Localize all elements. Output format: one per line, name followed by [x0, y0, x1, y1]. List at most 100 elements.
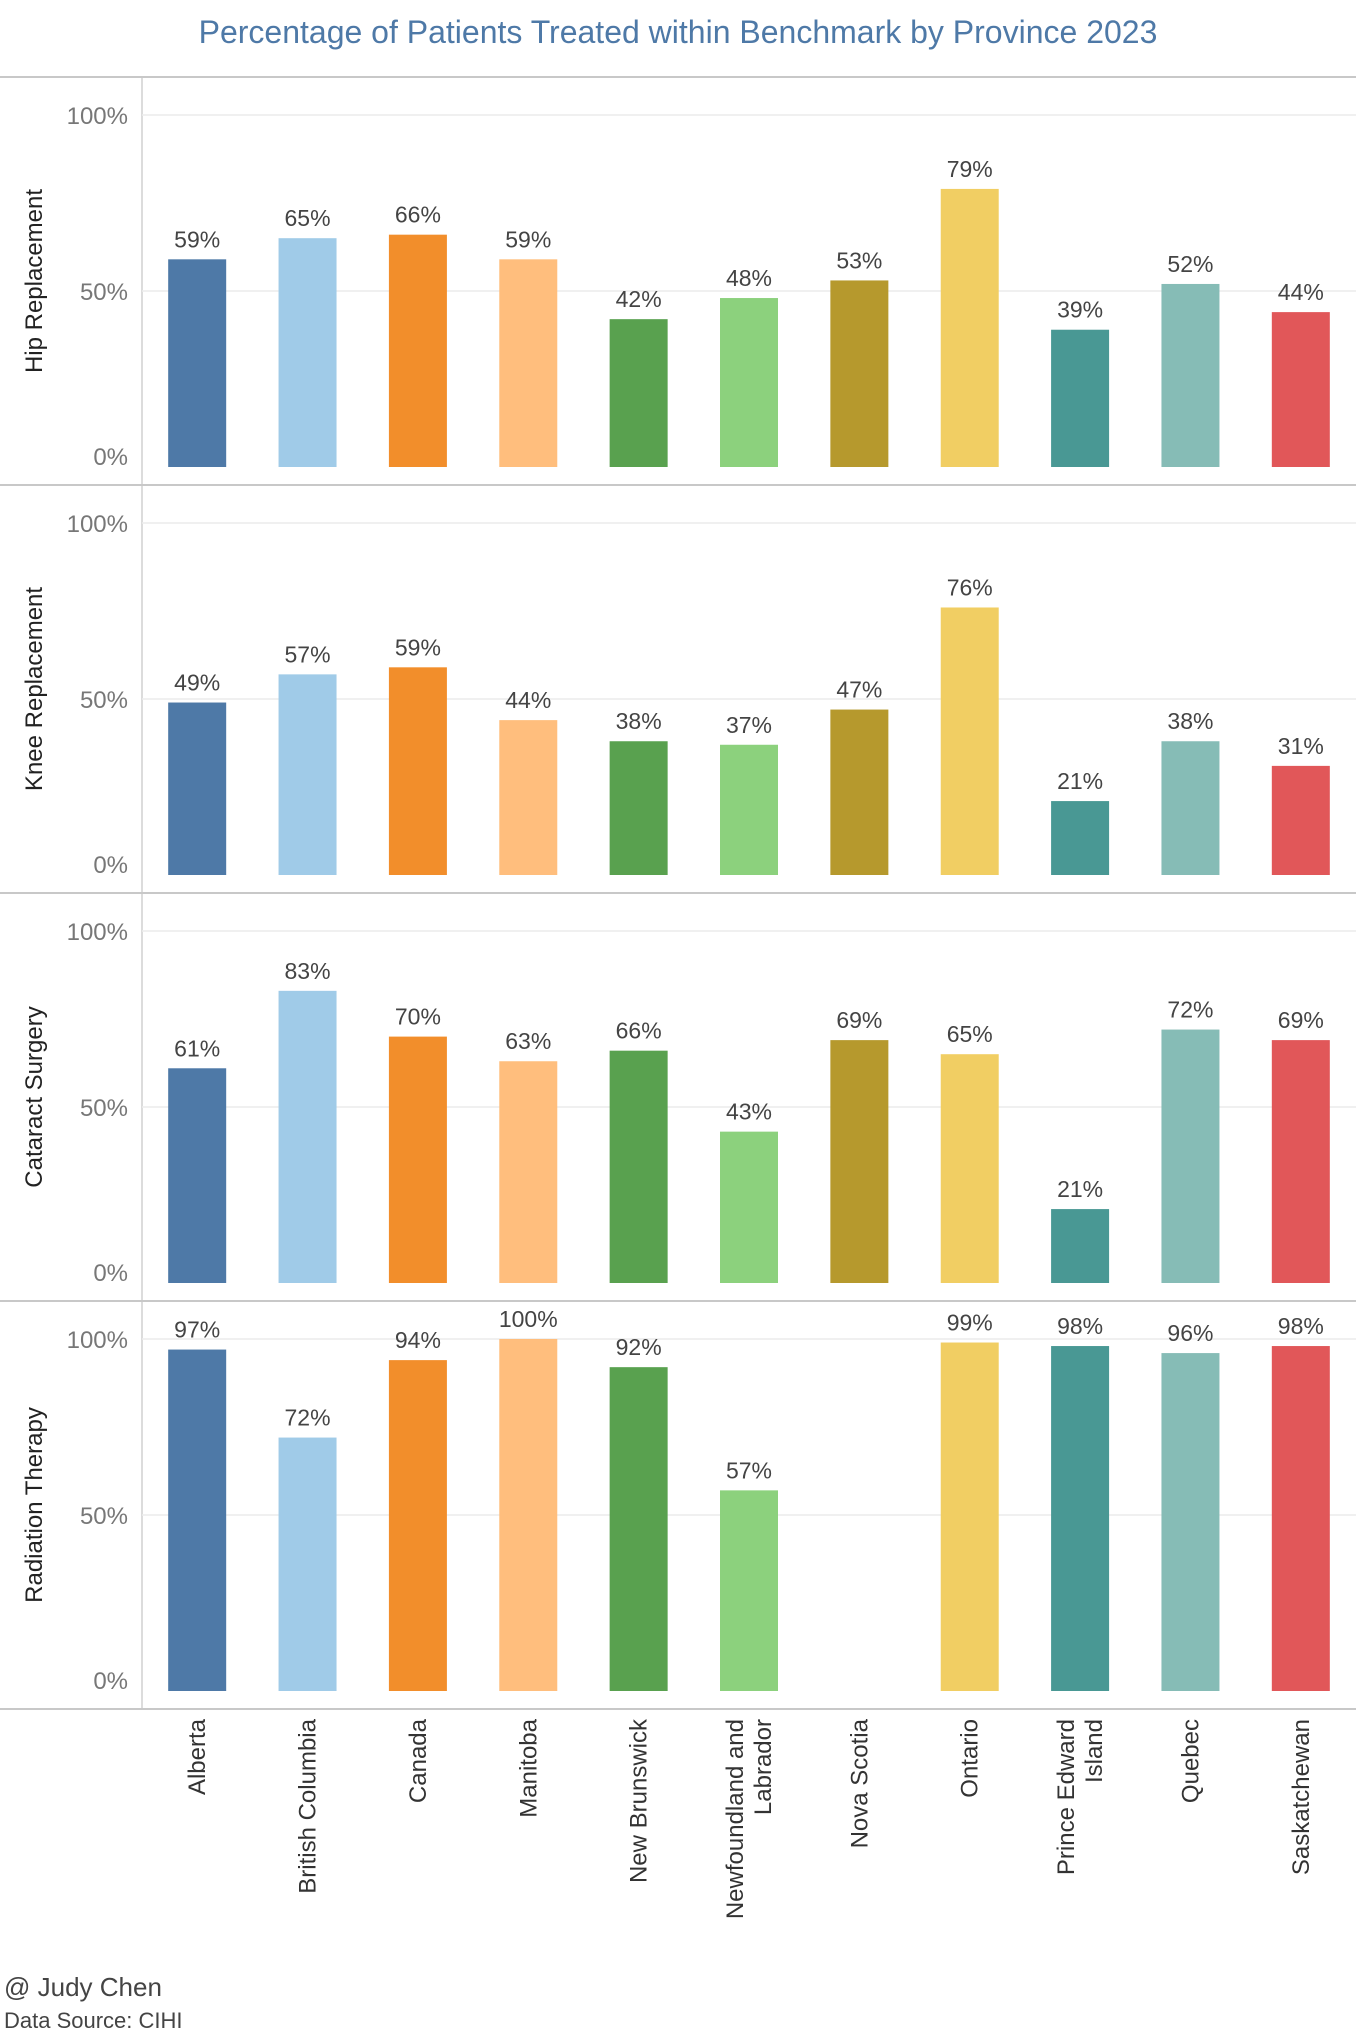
- y-tick-label-radiation-therapy: 0%: [93, 1668, 128, 1695]
- bar-cataract-surgery-10: [1271, 1040, 1330, 1283]
- bar-knee-replacement-2: [388, 667, 447, 875]
- bar-knee-replacement-4: [609, 741, 668, 875]
- data-label-hip-replacement-8: 39%: [1057, 297, 1103, 323]
- data-label-cataract-surgery-0: 61%: [174, 1035, 220, 1061]
- bar-knee-replacement-10: [1271, 765, 1330, 875]
- bar-radiation-therapy-5: [720, 1490, 778, 1691]
- panel-label-knee-replacement: Knee Replacement: [21, 587, 48, 791]
- data-label-cataract-surgery-7: 65%: [947, 1021, 993, 1047]
- bar-cataract-surgery-8: [1051, 1209, 1110, 1283]
- data-label-hip-replacement-1: 65%: [285, 205, 331, 231]
- y-tick-label-cataract-surgery: 50%: [80, 1095, 128, 1122]
- bar-knee-replacement-3: [499, 720, 558, 875]
- x-tick-label-1: British Columbia: [295, 1718, 322, 1893]
- bar-cataract-surgery-3: [499, 1061, 558, 1283]
- data-label-knee-replacement-4: 38%: [616, 708, 662, 734]
- data-label-hip-replacement-7: 79%: [947, 156, 993, 182]
- x-tick-label-10: Saskatchewan: [1288, 1719, 1315, 1875]
- data-label-cataract-surgery-4: 66%: [616, 1018, 662, 1044]
- data-label-cataract-surgery-6: 69%: [836, 1007, 882, 1033]
- data-label-knee-replacement-2: 59%: [395, 634, 441, 660]
- bar-knee-replacement-1: [278, 674, 337, 875]
- data-label-radiation-therapy-5: 57%: [726, 1457, 772, 1483]
- data-label-knee-replacement-5: 37%: [726, 712, 772, 738]
- y-tick-label-hip-replacement: 100%: [67, 103, 128, 130]
- x-tick-label-3: Manitoba: [515, 1718, 542, 1817]
- data-label-knee-replacement-7: 76%: [947, 574, 993, 600]
- bar-hip-replacement-3: [499, 259, 558, 467]
- y-tick-label-knee-replacement: 50%: [80, 687, 128, 714]
- bar-hip-replacement-2: [388, 234, 447, 467]
- bar-hip-replacement-8: [1051, 329, 1110, 467]
- panel-label-hip-replacement: Hip Replacement: [21, 189, 48, 373]
- data-label-cataract-surgery-10: 69%: [1278, 1007, 1324, 1033]
- x-tick-label-8: Island: [1081, 1719, 1108, 1783]
- bar-knee-replacement-0: [168, 702, 227, 875]
- bar-radiation-therapy-2: [388, 1360, 447, 1691]
- bar-cataract-surgery-5: [720, 1131, 778, 1283]
- bar-hip-replacement-10: [1271, 312, 1330, 467]
- bar-knee-replacement-9: [1161, 741, 1220, 875]
- y-tick-label-hip-replacement: 0%: [93, 444, 128, 471]
- data-label-hip-replacement-5: 48%: [726, 265, 772, 291]
- x-tick-label-9: Quebec: [1177, 1719, 1204, 1803]
- bar-radiation-therapy-7: [940, 1342, 999, 1691]
- data-label-knee-replacement-10: 31%: [1278, 733, 1324, 759]
- data-label-hip-replacement-9: 52%: [1167, 251, 1213, 277]
- x-tick-label-8: Prince Edward: [1053, 1719, 1080, 1875]
- y-tick-label-hip-replacement: 50%: [80, 279, 128, 306]
- bar-radiation-therapy-9: [1161, 1353, 1220, 1691]
- data-label-hip-replacement-6: 53%: [836, 247, 882, 273]
- x-tick-label-7: Ontario: [957, 1719, 984, 1798]
- data-label-radiation-therapy-3: 100%: [499, 1306, 558, 1332]
- bar-hip-replacement-0: [168, 259, 227, 467]
- data-label-cataract-surgery-2: 70%: [395, 1004, 441, 1030]
- bar-radiation-therapy-3: [499, 1339, 558, 1691]
- credit-author: @ Judy Chen: [4, 1972, 162, 2002]
- x-tick-label-4: New Brunswick: [626, 1718, 653, 1883]
- bar-hip-replacement-7: [940, 188, 999, 468]
- data-label-cataract-surgery-1: 83%: [285, 958, 331, 984]
- data-label-knee-replacement-9: 38%: [1167, 708, 1213, 734]
- data-label-knee-replacement-0: 49%: [174, 670, 220, 696]
- x-tick-label-2: Canada: [405, 1718, 432, 1803]
- bar-knee-replacement-8: [1051, 801, 1110, 875]
- bar-radiation-therapy-0: [168, 1349, 227, 1691]
- bar-radiation-therapy-10: [1271, 1346, 1330, 1691]
- bar-hip-replacement-9: [1161, 283, 1220, 467]
- bar-knee-replacement-7: [940, 607, 999, 875]
- data-label-hip-replacement-0: 59%: [174, 226, 220, 252]
- data-label-cataract-surgery-5: 43%: [726, 1099, 772, 1125]
- data-label-radiation-therapy-9: 96%: [1167, 1320, 1213, 1346]
- bar-cataract-surgery-2: [388, 1036, 447, 1283]
- data-label-radiation-therapy-0: 97%: [174, 1317, 220, 1343]
- data-label-cataract-surgery-3: 63%: [505, 1028, 551, 1054]
- bar-hip-replacement-1: [278, 238, 337, 467]
- bar-hip-replacement-4: [609, 319, 668, 467]
- y-tick-label-knee-replacement: 0%: [93, 852, 128, 879]
- bar-cataract-surgery-6: [830, 1040, 889, 1283]
- chart-title: Percentage of Patients Treated within Be…: [198, 14, 1158, 50]
- data-label-radiation-therapy-4: 92%: [616, 1334, 662, 1360]
- panel-label-cataract-surgery: Cataract Surgery: [21, 1006, 48, 1187]
- bar-cataract-surgery-7: [940, 1054, 999, 1283]
- x-tick-label-5: Labrador: [750, 1719, 777, 1815]
- data-label-knee-replacement-8: 21%: [1057, 768, 1103, 794]
- bar-radiation-therapy-4: [609, 1367, 668, 1691]
- bar-radiation-therapy-1: [278, 1437, 337, 1691]
- bar-cataract-surgery-9: [1161, 1029, 1220, 1283]
- y-tick-label-cataract-surgery: 0%: [93, 1260, 128, 1287]
- data-label-hip-replacement-4: 42%: [616, 286, 662, 312]
- x-tick-label-0: Alberta: [184, 1718, 211, 1795]
- data-label-knee-replacement-1: 57%: [285, 641, 331, 667]
- x-tick-label-6: Nova Scotia: [846, 1718, 873, 1848]
- bar-knee-replacement-5: [720, 744, 778, 875]
- data-label-knee-replacement-3: 44%: [505, 687, 551, 713]
- y-tick-label-cataract-surgery: 100%: [67, 919, 128, 946]
- data-label-radiation-therapy-7: 99%: [947, 1310, 993, 1336]
- y-tick-label-radiation-therapy: 50%: [80, 1503, 128, 1530]
- bar-knee-replacement-6: [830, 709, 889, 875]
- data-label-radiation-therapy-1: 72%: [285, 1405, 331, 1431]
- bar-cataract-surgery-0: [168, 1068, 227, 1283]
